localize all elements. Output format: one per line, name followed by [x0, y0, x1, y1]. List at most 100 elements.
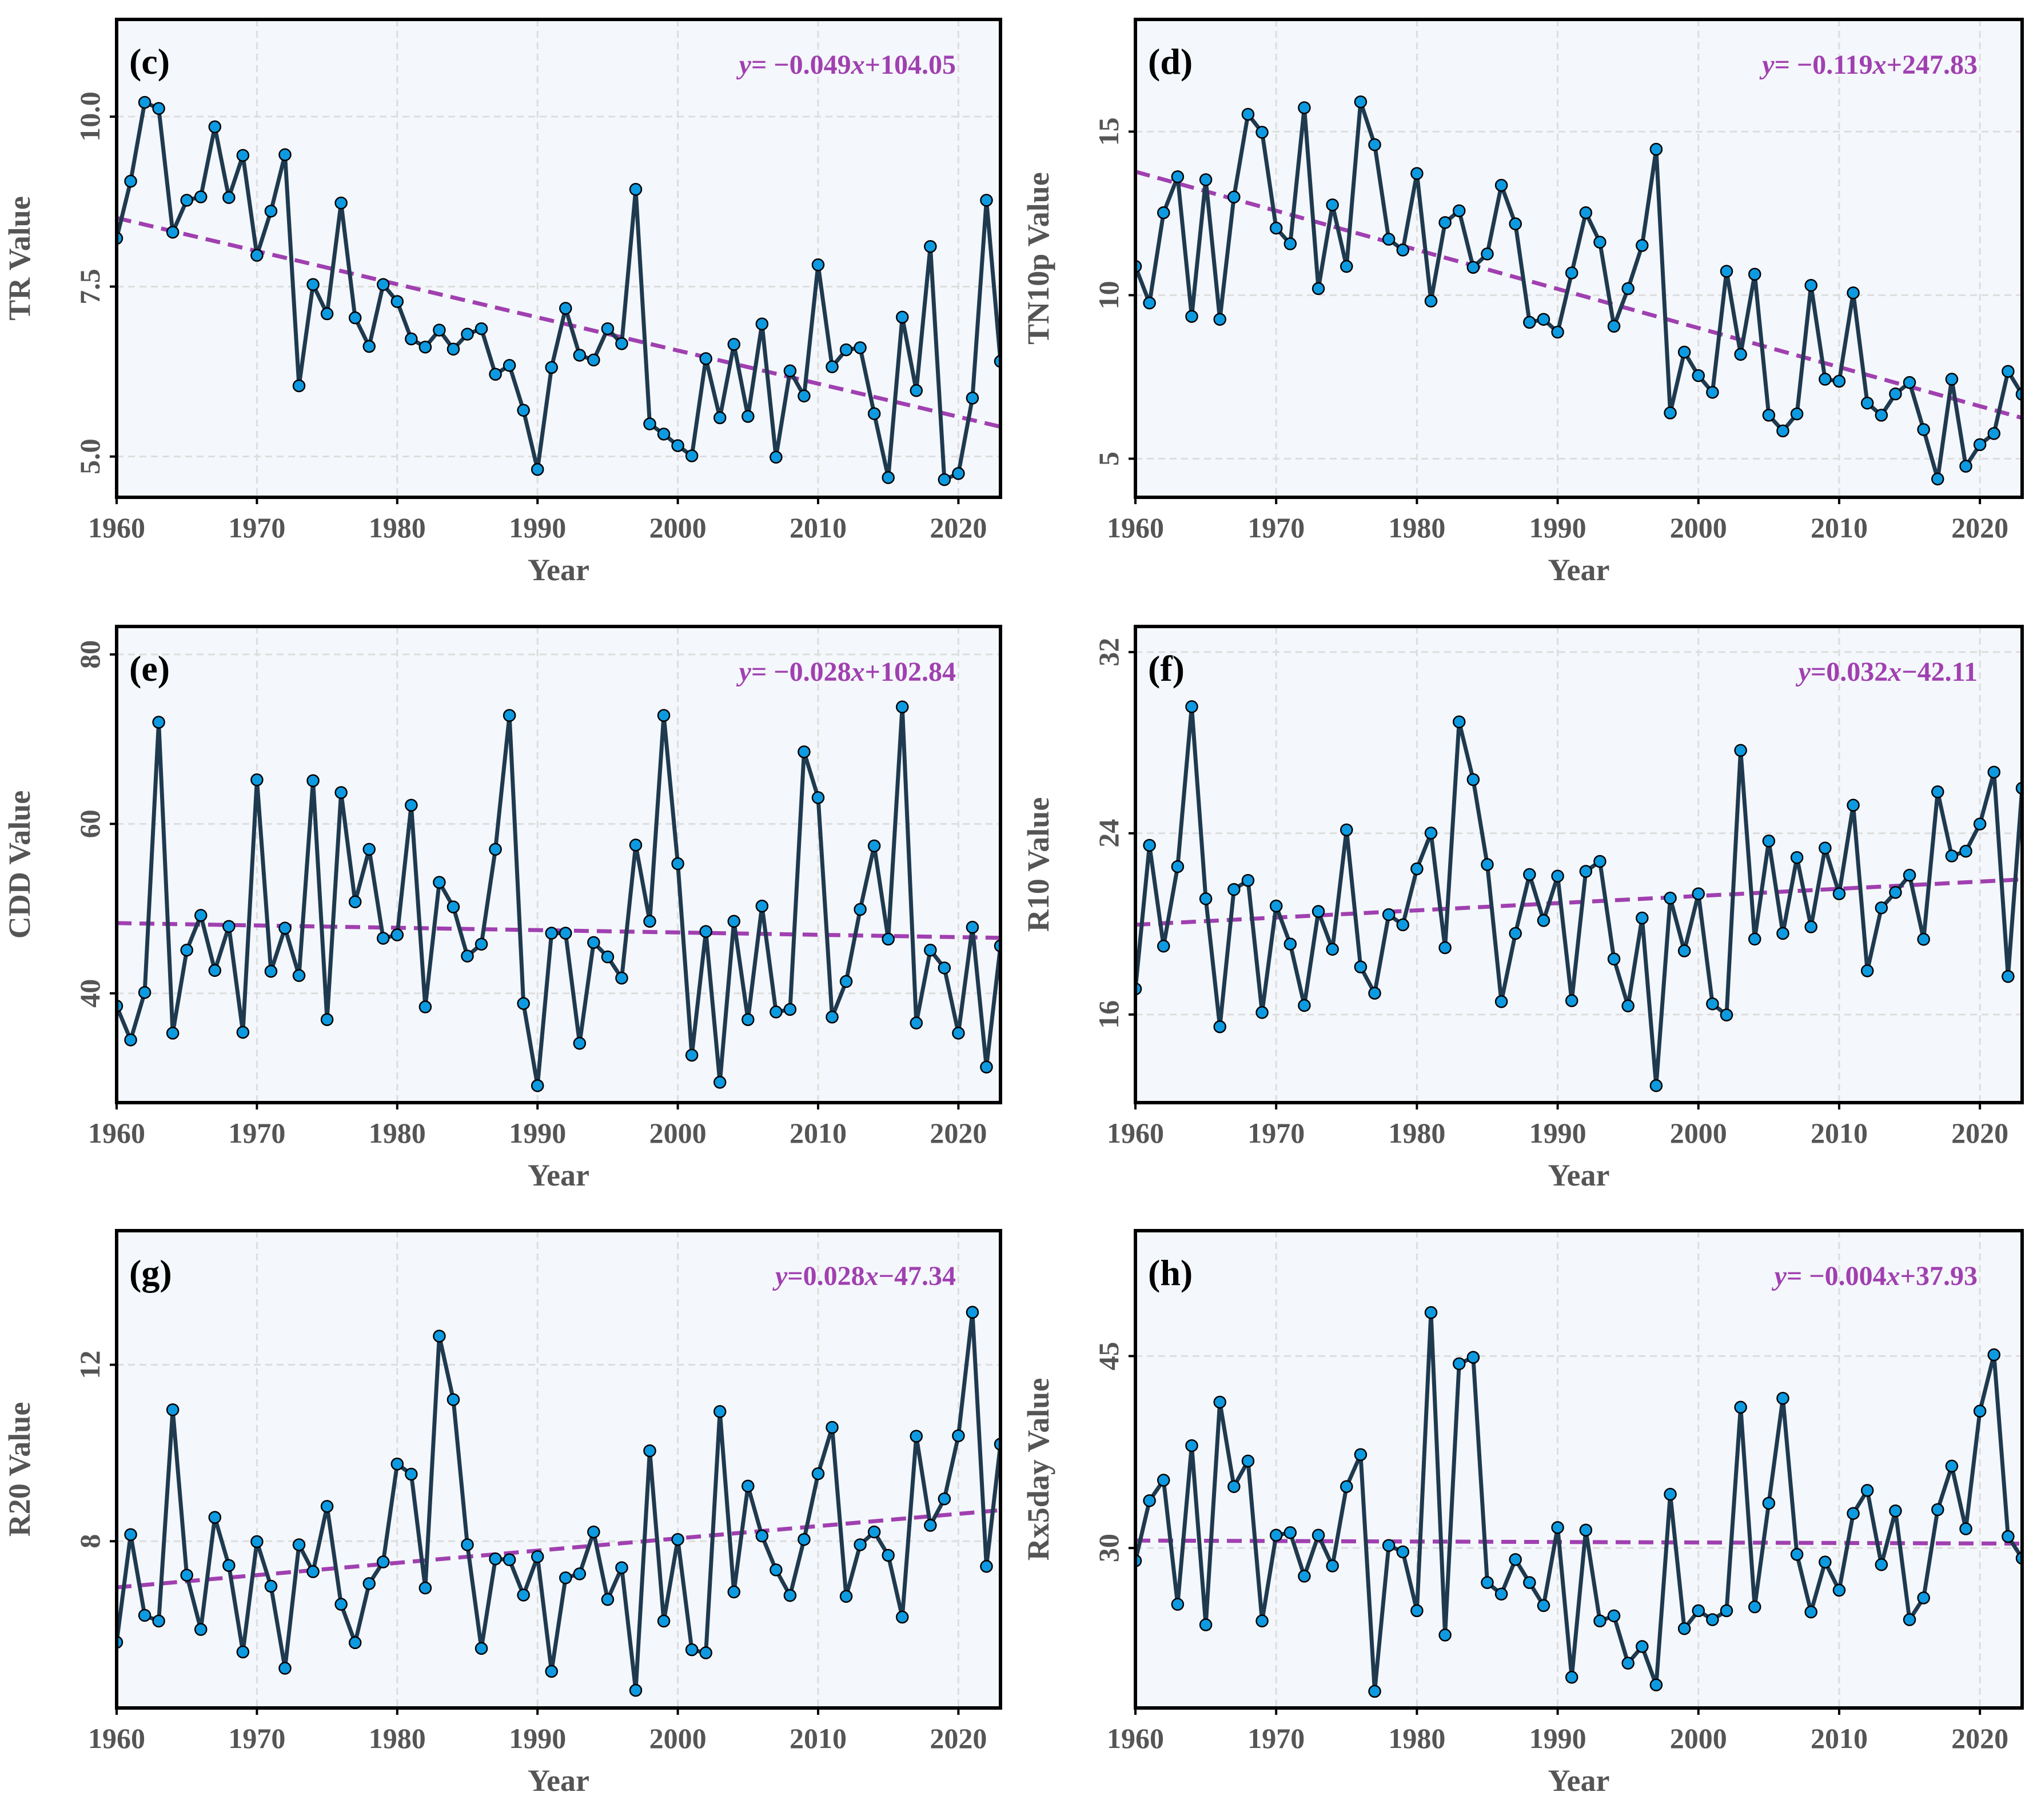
data-point	[629, 183, 643, 196]
x-tick-label: 1980	[369, 1722, 426, 1754]
data-point	[1734, 744, 1747, 757]
data-point	[1804, 920, 1817, 933]
data-point	[475, 1642, 488, 1655]
y-tick-label: 60	[74, 809, 106, 838]
data-point	[615, 1561, 628, 1574]
data-point	[194, 1623, 208, 1636]
data-point	[503, 359, 516, 372]
data-point	[1917, 423, 1930, 436]
data-point	[1509, 927, 1522, 940]
data-point	[124, 1033, 137, 1047]
x-tick-label: 2010	[790, 1722, 847, 1754]
equation-x: x	[1872, 50, 1887, 80]
data-point	[601, 1592, 615, 1606]
data-point	[1255, 126, 1269, 139]
data-point	[1213, 1020, 1226, 1033]
data-point	[643, 417, 656, 430]
data-point	[895, 700, 909, 714]
data-point	[292, 969, 306, 982]
data-point	[1847, 1507, 1860, 1520]
y-axis-label: R10 Value	[1021, 797, 1055, 932]
data-point	[657, 428, 671, 441]
data-point	[405, 332, 418, 346]
plot-frame	[115, 18, 1002, 499]
data-point	[433, 324, 446, 337]
data-point	[1579, 206, 1593, 219]
x-axis-label: Year	[528, 1763, 589, 1798]
data-point	[980, 1560, 993, 1573]
data-point	[643, 915, 656, 928]
data-point	[418, 1000, 432, 1013]
panel-label: (g)	[129, 1252, 172, 1293]
x-tick-label: 1980	[369, 512, 426, 544]
data-point	[573, 1036, 587, 1050]
series-line	[117, 100, 1000, 482]
data-point	[1283, 937, 1297, 951]
data-point	[924, 943, 937, 957]
x-axis-label: Year	[1548, 1763, 1610, 1798]
data-point	[895, 310, 909, 324]
x-tick-label: 1960	[88, 1117, 145, 1149]
trend-equation: y= −0.028x+102.84	[736, 657, 956, 687]
data-point	[278, 1662, 292, 1675]
data-point	[615, 337, 628, 350]
plot-frame	[115, 1229, 1002, 1710]
data-point	[1720, 1604, 1733, 1618]
data-point	[1551, 325, 1564, 339]
data-point	[1973, 817, 1987, 831]
data-point	[966, 920, 979, 934]
y-tick-label: 5	[1093, 452, 1125, 466]
data-point	[545, 1665, 558, 1678]
data-point	[1607, 1609, 1621, 1623]
y-tick-label: 10.0	[74, 91, 106, 142]
equation-rest: +104.05	[865, 50, 956, 80]
x-tick-label: 1960	[1107, 1117, 1164, 1149]
data-point	[1227, 190, 1241, 203]
data-point	[1636, 911, 1649, 925]
data-point	[1523, 868, 1536, 881]
data-point	[1819, 841, 1832, 855]
equation-x: x	[851, 50, 865, 80]
trend-line	[117, 1508, 1000, 1590]
data-point	[882, 932, 895, 946]
data-point	[334, 196, 348, 210]
data-point	[138, 986, 152, 999]
data-point	[573, 1567, 587, 1580]
data-point	[1762, 409, 1776, 422]
data-point	[447, 342, 460, 356]
data-point	[1199, 1618, 1213, 1631]
equation-y: y	[1759, 50, 1775, 80]
data-point	[166, 1403, 180, 1416]
data-point	[208, 120, 222, 134]
x-tick-label: 1980	[369, 1117, 426, 1149]
data-point	[377, 932, 390, 945]
data-point	[685, 449, 699, 462]
data-point	[152, 716, 165, 729]
data-point	[587, 353, 600, 367]
data-point	[798, 389, 811, 403]
data-point	[264, 1579, 278, 1593]
data-point	[194, 909, 208, 922]
data-point	[587, 936, 600, 949]
data-point	[671, 1532, 684, 1546]
data-point	[1537, 313, 1550, 326]
x-tick-label: 1990	[1529, 1117, 1586, 1149]
data-point	[783, 364, 797, 378]
data-point	[938, 473, 951, 486]
data-point	[1241, 1454, 1255, 1468]
data-point	[1171, 170, 1185, 183]
equation-rest: −42.11	[1902, 657, 1978, 687]
data-point	[1424, 827, 1438, 840]
data-point	[278, 921, 292, 935]
data-point	[1494, 1587, 1508, 1601]
data-point	[1790, 1548, 1804, 1561]
panel-f: 1960 1970 1980 1990 2000 2010 2020 16 24 32 (f) y=0…	[1021, 625, 2024, 1192]
y-axis-label: R20 Value	[2, 1402, 37, 1537]
data-point	[320, 1013, 334, 1026]
data-point	[1931, 1503, 1944, 1516]
data-point	[264, 205, 278, 218]
data-point	[1509, 217, 1522, 230]
data-point	[952, 467, 965, 480]
y-tick-label: 24	[1093, 819, 1125, 848]
data-point	[1494, 178, 1508, 192]
